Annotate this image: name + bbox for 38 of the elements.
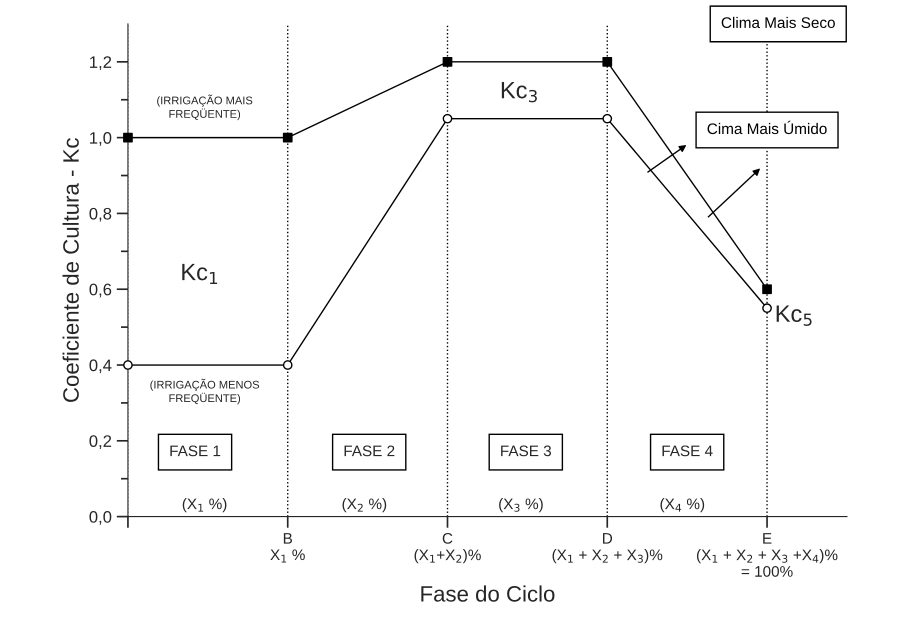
- annotation: (X$_{4}$ %): [660, 498, 704, 512]
- annotation: (X$_{1}$ %): [182, 498, 226, 512]
- annotation: FASE 3: [501, 445, 552, 456]
- y-tick-label: 0,2: [89, 435, 112, 449]
- annotation: Kc$_{1}$: [182, 264, 218, 284]
- y-axis-title: Coeficiente de Cultura - Kc: [62, 138, 79, 402]
- point: [123, 360, 133, 370]
- point: [602, 114, 612, 124]
- annotation: FASE 4: [662, 445, 713, 456]
- point: [282, 132, 293, 142]
- y-tick-label: 0,0: [89, 511, 112, 525]
- y-tick-label: 1,0: [90, 132, 112, 146]
- point: [282, 360, 293, 370]
- text: Cima Mais Úmido: [708, 120, 827, 134]
- y-tick-label: 0,8: [89, 208, 112, 222]
- annotation: FASE 1: [170, 445, 220, 456]
- x-tick-label: B X$_{1}$ %: [270, 533, 305, 563]
- x-axis-title: Fase do Ciclo: [421, 585, 554, 602]
- point: [762, 284, 772, 294]
- annotation: FASE 2: [344, 445, 394, 456]
- category-label: D (X$_{1}$ + X$_{2}$ + X$_{3}$)%: [552, 533, 662, 564]
- y-tick-label: 0,6: [89, 284, 112, 298]
- annotation: (IRRIGAÇÃO MAIS FREQÜENTE): [157, 94, 252, 120]
- annotation: (X$_{3}$ %): [499, 498, 543, 512]
- x-tick-label: C (X$_{1}$+X$_{2}$)%: [414, 532, 481, 564]
- annotation: (IRRIGAÇÃO MENOS FREQÜENTE): [150, 378, 260, 404]
- category-label: E (X$_{1}$ + X$_{2}$ + X$_{3}$ +X$_{4}$)% = 100%: [696, 533, 838, 577]
- point: [762, 303, 772, 314]
- annotation: Kc$_{3}$: [502, 82, 537, 102]
- y-tick-label: 0,4: [89, 359, 112, 374]
- text: Clima Mais Seco: [722, 16, 835, 28]
- annotation: Kc$_{5}$: [776, 306, 812, 326]
- point: [123, 132, 133, 142]
- point: [602, 56, 612, 67]
- annotation: (X$_{2}$ %): [342, 498, 386, 512]
- point: [442, 114, 452, 124]
- point: [442, 56, 452, 67]
- y-tick-label: 1,2: [90, 56, 112, 70]
